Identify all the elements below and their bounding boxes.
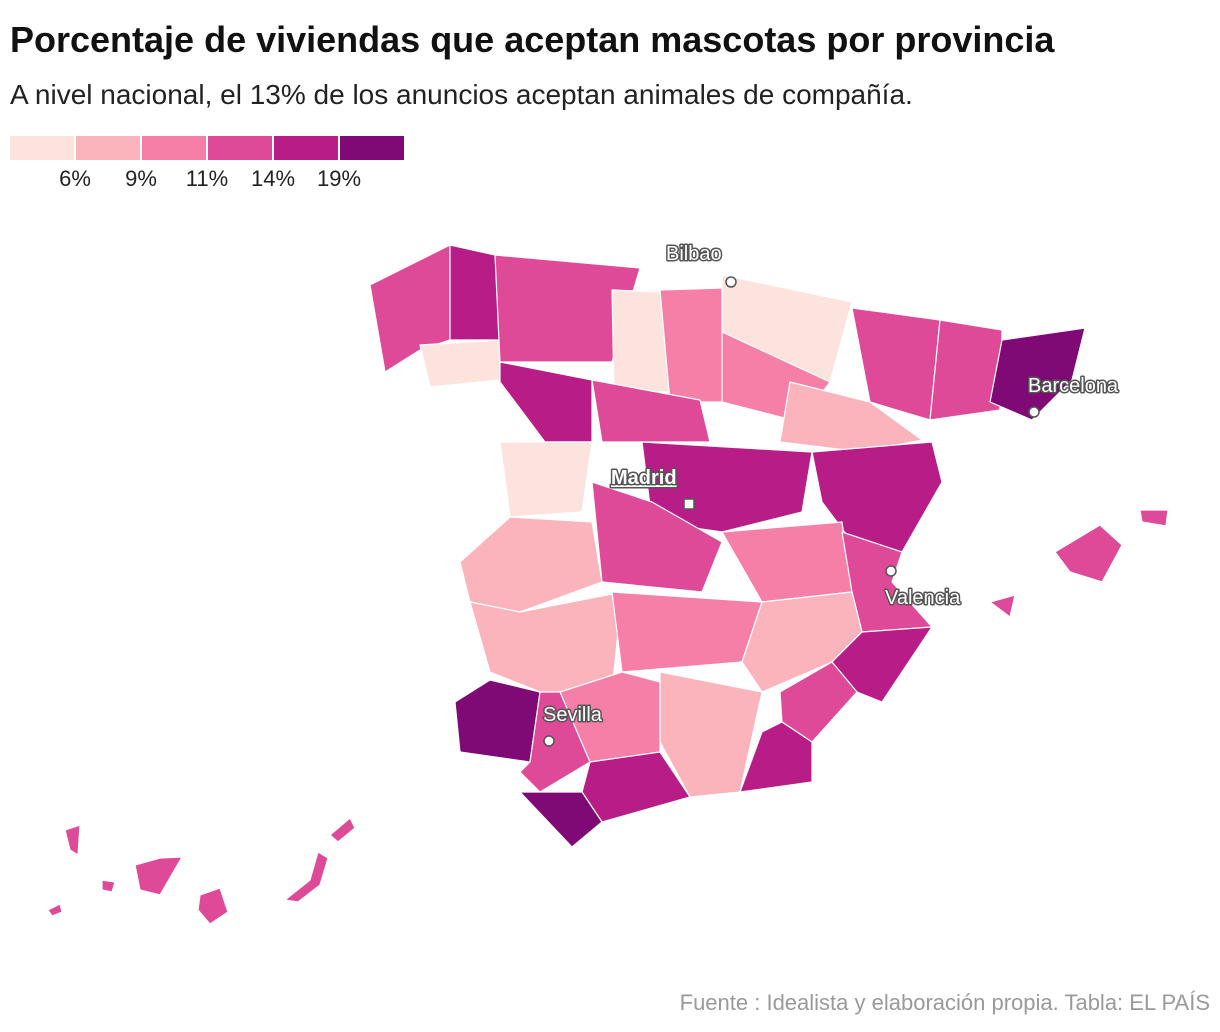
province bbox=[591, 379, 711, 443]
province bbox=[284, 851, 329, 903]
province bbox=[494, 254, 641, 363]
province bbox=[197, 887, 229, 925]
province bbox=[419, 339, 501, 388]
province bbox=[581, 751, 691, 823]
legend-label: 6% bbox=[59, 166, 91, 191]
legend-swatch bbox=[274, 136, 338, 160]
legend-swatch bbox=[340, 136, 404, 160]
legend-swatch bbox=[142, 136, 206, 160]
city-dot bbox=[885, 565, 897, 577]
legend-swatch bbox=[208, 136, 272, 160]
province bbox=[101, 879, 116, 893]
province bbox=[64, 824, 81, 856]
city-label: Sevilla bbox=[543, 704, 603, 726]
title: Porcentaje de viviendas que aceptan masc… bbox=[10, 19, 1055, 60]
city-label: Madrid bbox=[611, 467, 677, 489]
province bbox=[469, 591, 623, 693]
city-markers bbox=[543, 276, 1040, 747]
province bbox=[659, 287, 733, 403]
province bbox=[721, 521, 853, 603]
city-label: Bilbao bbox=[666, 243, 722, 265]
legend-swatch bbox=[76, 136, 140, 160]
legend-label: 14% bbox=[251, 166, 295, 191]
province bbox=[779, 661, 858, 743]
province bbox=[929, 319, 1003, 421]
province bbox=[499, 361, 593, 443]
city-label: Valencia bbox=[885, 587, 961, 609]
province bbox=[739, 721, 813, 793]
province bbox=[989, 327, 1086, 421]
province bbox=[449, 244, 501, 341]
province bbox=[47, 903, 63, 917]
legend-label: 11% bbox=[186, 166, 228, 191]
province bbox=[134, 856, 183, 896]
city-dot bbox=[683, 498, 695, 510]
legend-label: 9% bbox=[125, 166, 157, 191]
province bbox=[459, 516, 603, 613]
province bbox=[831, 626, 933, 703]
province bbox=[454, 679, 541, 763]
province bbox=[499, 441, 593, 518]
province bbox=[611, 591, 763, 673]
city-label: Barcelona bbox=[1028, 375, 1119, 397]
province bbox=[591, 481, 723, 593]
province bbox=[1054, 524, 1123, 583]
province bbox=[329, 817, 356, 843]
subtitle: A nivel nacional, el 13% de los anuncios… bbox=[10, 79, 913, 110]
legend: 6% 9% 11% 14% 19% bbox=[10, 136, 404, 191]
legend-label: 19% bbox=[317, 166, 361, 191]
city-dot bbox=[543, 735, 555, 747]
province bbox=[989, 594, 1016, 618]
city-dot bbox=[1028, 406, 1040, 418]
legend-swatch bbox=[10, 136, 74, 160]
map bbox=[47, 244, 1169, 925]
city-dot bbox=[725, 276, 737, 288]
source: Fuente : Idealista y elaboración propia.… bbox=[680, 990, 1210, 1015]
province bbox=[519, 791, 603, 848]
province bbox=[1139, 509, 1169, 527]
